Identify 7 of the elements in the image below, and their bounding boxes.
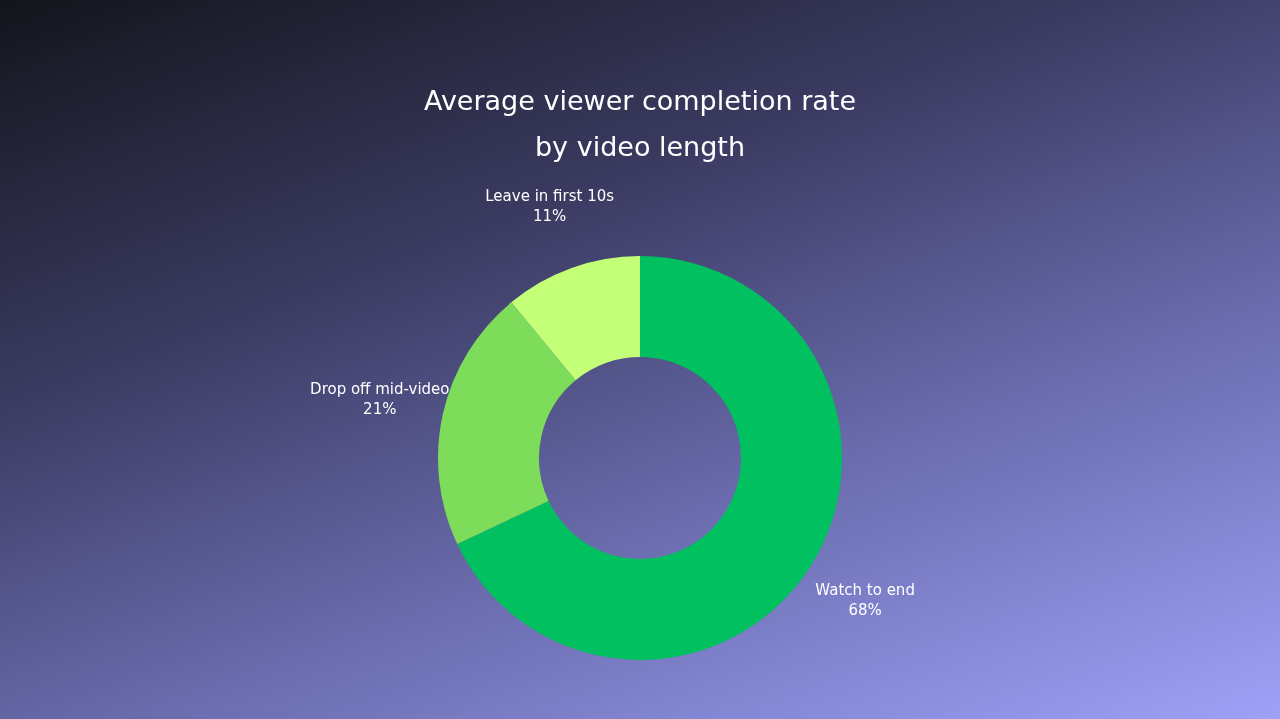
slice-label: Watch to end bbox=[815, 580, 915, 599]
data-label: 21% bbox=[363, 399, 397, 418]
data-label: 68% bbox=[848, 600, 882, 619]
data-label: 11% bbox=[533, 207, 567, 226]
slice-label: Leave in first 10s bbox=[485, 187, 615, 206]
chart-title: Average viewer completion rate by video length bbox=[423, 84, 857, 164]
slice-label: Drop off mid-video bbox=[310, 379, 450, 398]
